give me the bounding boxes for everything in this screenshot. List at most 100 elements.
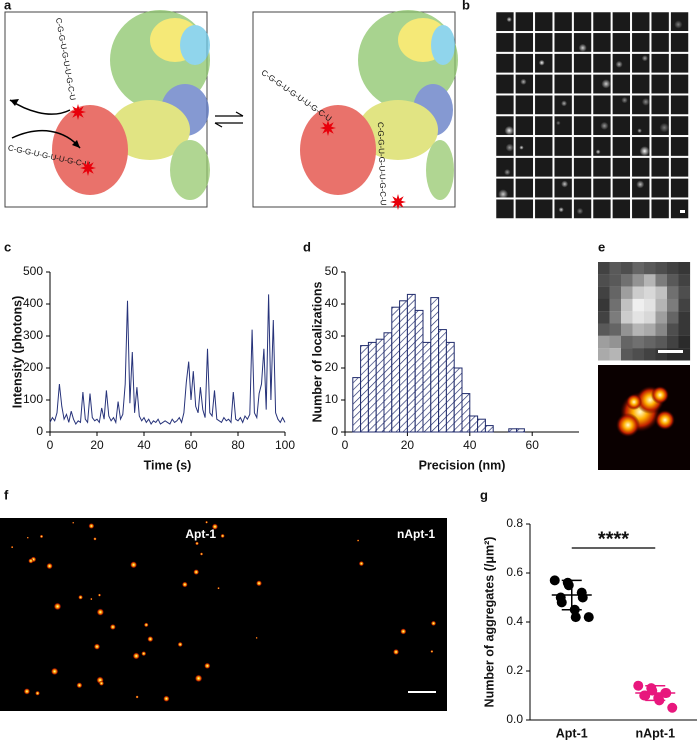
bar xyxy=(414,309,424,433)
pixel xyxy=(598,286,610,299)
tile xyxy=(573,53,592,74)
pixel xyxy=(621,311,633,324)
scale-bar xyxy=(658,350,683,353)
image xyxy=(228,518,447,711)
x-axis-label: Precision (nm) xyxy=(419,458,506,472)
tile xyxy=(534,198,553,219)
pixel xyxy=(644,311,656,324)
point xyxy=(570,612,581,623)
x-tick-label: 40 xyxy=(463,438,477,452)
tile xyxy=(534,178,553,198)
pixel xyxy=(598,311,610,324)
bar xyxy=(430,297,440,433)
image-label: Apt-1 xyxy=(185,527,216,541)
spot xyxy=(498,189,509,200)
spot xyxy=(674,20,683,29)
tile xyxy=(553,32,573,53)
pixel xyxy=(667,262,679,275)
tile xyxy=(670,94,689,115)
aggregate xyxy=(217,586,220,590)
y-tick-label: 0.6 xyxy=(506,565,523,579)
spot xyxy=(595,149,601,155)
aggregate xyxy=(181,581,188,588)
panel-label: d xyxy=(303,239,311,254)
spot xyxy=(636,180,645,189)
spot xyxy=(558,207,564,213)
scale-bar xyxy=(680,210,685,213)
panel-label: b xyxy=(462,0,470,12)
tile xyxy=(515,178,534,198)
aggregate xyxy=(53,602,62,611)
spot xyxy=(538,59,545,66)
pixel xyxy=(598,298,610,312)
tile xyxy=(573,74,592,94)
y-axis-label: Number of aggregates (/μm²) xyxy=(482,537,496,708)
y-tick-label: 200 xyxy=(23,360,43,374)
spot xyxy=(601,79,611,89)
point xyxy=(667,702,678,713)
tile xyxy=(670,32,689,53)
tile xyxy=(534,74,553,94)
aggregate xyxy=(430,620,437,626)
tile xyxy=(650,32,670,53)
aggregate xyxy=(255,636,258,639)
tile xyxy=(495,74,515,94)
pixel xyxy=(598,348,610,361)
y-tick-label: 300 xyxy=(23,328,43,342)
pixel xyxy=(621,286,633,299)
aggregate xyxy=(205,520,208,524)
pixel xyxy=(609,286,622,299)
tile xyxy=(553,11,573,32)
pixel xyxy=(655,348,668,361)
image xyxy=(0,518,228,711)
aggregate xyxy=(430,649,434,653)
y-tick-label: 100 xyxy=(23,392,43,406)
scale-bar xyxy=(408,691,436,693)
aggregate xyxy=(88,523,95,529)
y-tick-label: 0 xyxy=(331,424,338,438)
pixel xyxy=(655,262,668,275)
pixel xyxy=(632,274,645,287)
bar xyxy=(453,367,463,433)
pixel xyxy=(667,298,679,312)
tile xyxy=(612,74,631,94)
x-tick-label: nApt-1 xyxy=(635,726,675,740)
pixel xyxy=(632,262,645,275)
x-tick-label: 20 xyxy=(90,438,104,452)
aggregate xyxy=(256,580,263,587)
point xyxy=(583,612,594,623)
pixel xyxy=(678,262,691,275)
x-tick-label: 40 xyxy=(137,438,151,452)
spot xyxy=(504,125,514,136)
pixel xyxy=(598,335,610,349)
pixel xyxy=(632,348,645,361)
tile xyxy=(670,198,689,219)
y-axis-label: Number of localizations xyxy=(310,281,324,422)
pixel xyxy=(621,262,633,275)
tile xyxy=(612,198,631,219)
bar xyxy=(367,341,377,433)
y-tick-label: 30 xyxy=(325,328,339,342)
aggregate xyxy=(194,674,203,683)
pixel xyxy=(667,274,679,287)
pixel xyxy=(621,348,633,361)
aggregate xyxy=(39,534,44,539)
pixel xyxy=(644,298,656,312)
tile xyxy=(631,115,650,136)
tile xyxy=(534,136,553,157)
bar xyxy=(516,428,525,433)
pixel xyxy=(678,323,691,336)
tile xyxy=(495,32,515,53)
spot xyxy=(556,120,561,126)
tile xyxy=(650,178,670,198)
aggregate xyxy=(76,682,83,689)
spot xyxy=(519,145,524,150)
x-tick-label: 80 xyxy=(231,438,245,452)
pixel xyxy=(655,323,668,336)
tile xyxy=(553,53,573,74)
tile xyxy=(592,136,612,157)
panel-label: e xyxy=(598,239,605,254)
pixel xyxy=(655,335,668,349)
x-tick-label: 60 xyxy=(184,438,198,452)
blob xyxy=(626,394,642,410)
